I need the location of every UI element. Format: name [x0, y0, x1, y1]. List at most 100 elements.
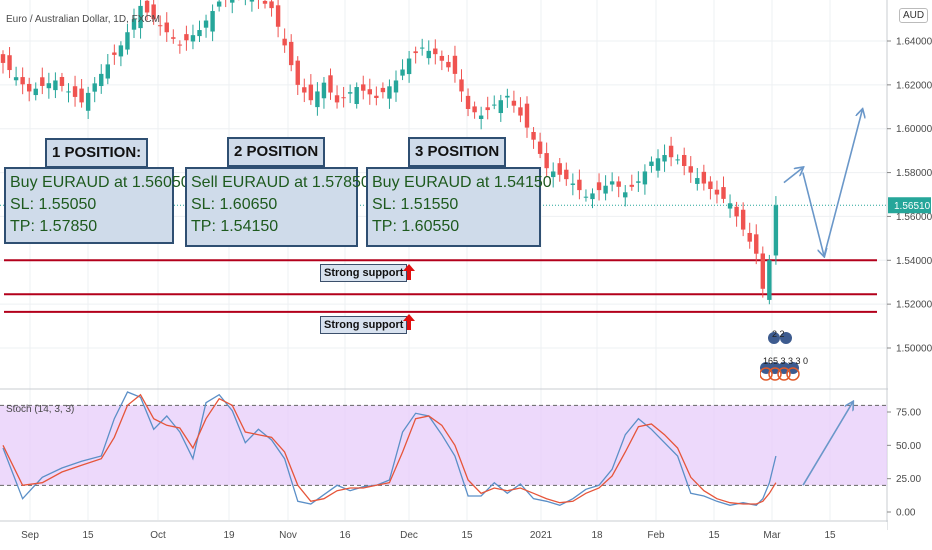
x-tick-label: 15	[461, 530, 473, 541]
candle	[295, 56, 300, 96]
candle	[721, 176, 726, 204]
price-axis-bg	[888, 0, 932, 550]
candle	[269, 0, 274, 17]
candle	[544, 142, 549, 178]
x-tick-label: Feb	[647, 530, 665, 541]
candle	[472, 101, 477, 119]
candle	[682, 147, 687, 176]
candle	[289, 34, 294, 72]
candle	[151, 0, 156, 25]
candle	[518, 97, 523, 123]
candle	[262, 0, 268, 9]
candle	[400, 59, 405, 81]
candle	[439, 50, 445, 71]
candle	[118, 41, 124, 67]
candle	[675, 154, 680, 165]
candle	[131, 8, 137, 38]
candle	[7, 47, 12, 79]
event-badges[interactable]: 2 2 165 3 3 3 0	[760, 328, 810, 384]
candle	[629, 174, 634, 191]
x-tick-label: Mar	[763, 530, 781, 541]
candle	[740, 202, 746, 237]
candle	[727, 194, 733, 218]
candle	[564, 162, 569, 186]
candle	[537, 132, 543, 159]
candle	[315, 82, 320, 116]
y-tick-label: 1.52000	[896, 300, 932, 311]
projection-arrow	[783, 168, 803, 184]
last-price-tag	[888, 197, 931, 214]
candle	[636, 171, 641, 192]
candle	[79, 79, 84, 108]
candle	[249, 0, 255, 12]
candle	[197, 20, 202, 42]
candle	[701, 164, 707, 191]
candle	[203, 14, 209, 38]
candle	[511, 90, 517, 113]
candle	[275, 0, 281, 38]
x-tick-label: 15	[82, 530, 94, 541]
x-tick-label: Nov	[279, 530, 297, 541]
projection-arrow	[802, 172, 824, 257]
candle	[112, 44, 117, 65]
position-1-card: Buy EURAUD at 1.56050 SL: 1.55050 TP: 1.…	[4, 167, 190, 244]
candle	[53, 72, 58, 99]
candle	[734, 201, 739, 227]
position-2-card: Sell EURAUD at 1.57850 SL: 1.60650 TP: 1…	[185, 167, 370, 247]
candle	[46, 72, 52, 99]
candle	[603, 175, 608, 201]
candle	[478, 106, 484, 130]
candle	[92, 77, 97, 103]
candle	[210, 4, 215, 42]
candle	[668, 136, 674, 167]
y-tick-label: 1.64000	[896, 37, 932, 48]
time-axis-bg	[0, 522, 887, 550]
candle	[144, 0, 150, 21]
candle	[433, 39, 438, 65]
x-tick-label: 15	[708, 530, 720, 541]
candle	[498, 94, 503, 122]
candle	[583, 189, 589, 202]
candle	[695, 167, 700, 191]
x-tick-label: Dec	[400, 530, 418, 541]
candle	[138, 0, 143, 39]
position-1-title: 1 POSITION:	[45, 138, 149, 168]
candle	[72, 75, 78, 107]
stoch-y-tick-label: 25.00	[896, 474, 921, 485]
candle	[341, 86, 346, 108]
position-1-tp: TP: 1.57850	[10, 218, 98, 235]
candle	[40, 67, 45, 95]
stoch-projection-arrow	[802, 402, 853, 486]
projection-arrow	[823, 110, 862, 257]
y-tick-label: 1.56000	[896, 212, 932, 223]
stoch-y-tick-label: 0.00	[896, 508, 916, 519]
candle	[105, 54, 110, 85]
candle	[374, 86, 379, 106]
candle	[387, 79, 392, 109]
stoch-y-tick-label: 75.00	[896, 408, 921, 419]
candle	[225, 0, 227, 8]
candle	[590, 188, 595, 209]
stoch-y-tick-label: 50.00	[896, 441, 921, 452]
stoch-band	[0, 405, 887, 486]
position-3-tp: TP: 1.60550	[372, 218, 460, 235]
candle	[413, 46, 418, 64]
candle	[347, 84, 353, 104]
candles	[0, 0, 779, 305]
candle	[171, 29, 176, 44]
position-2-sl: SL: 1.60650	[191, 196, 278, 213]
arrow-up-icon	[403, 314, 415, 330]
candle	[0, 50, 6, 74]
last-price-label: 1.56510	[894, 201, 931, 212]
candle	[570, 173, 576, 196]
candle	[420, 38, 425, 56]
currency-badge[interactable]: AUD	[899, 8, 929, 23]
candle	[655, 149, 661, 178]
candle	[492, 95, 497, 110]
position-3-sl: SL: 1.51550	[372, 196, 459, 213]
stoch-d-line	[2, 393, 777, 505]
candle	[426, 40, 431, 65]
position-2-tp: TP: 1.54150	[191, 218, 279, 235]
candle	[459, 69, 464, 102]
